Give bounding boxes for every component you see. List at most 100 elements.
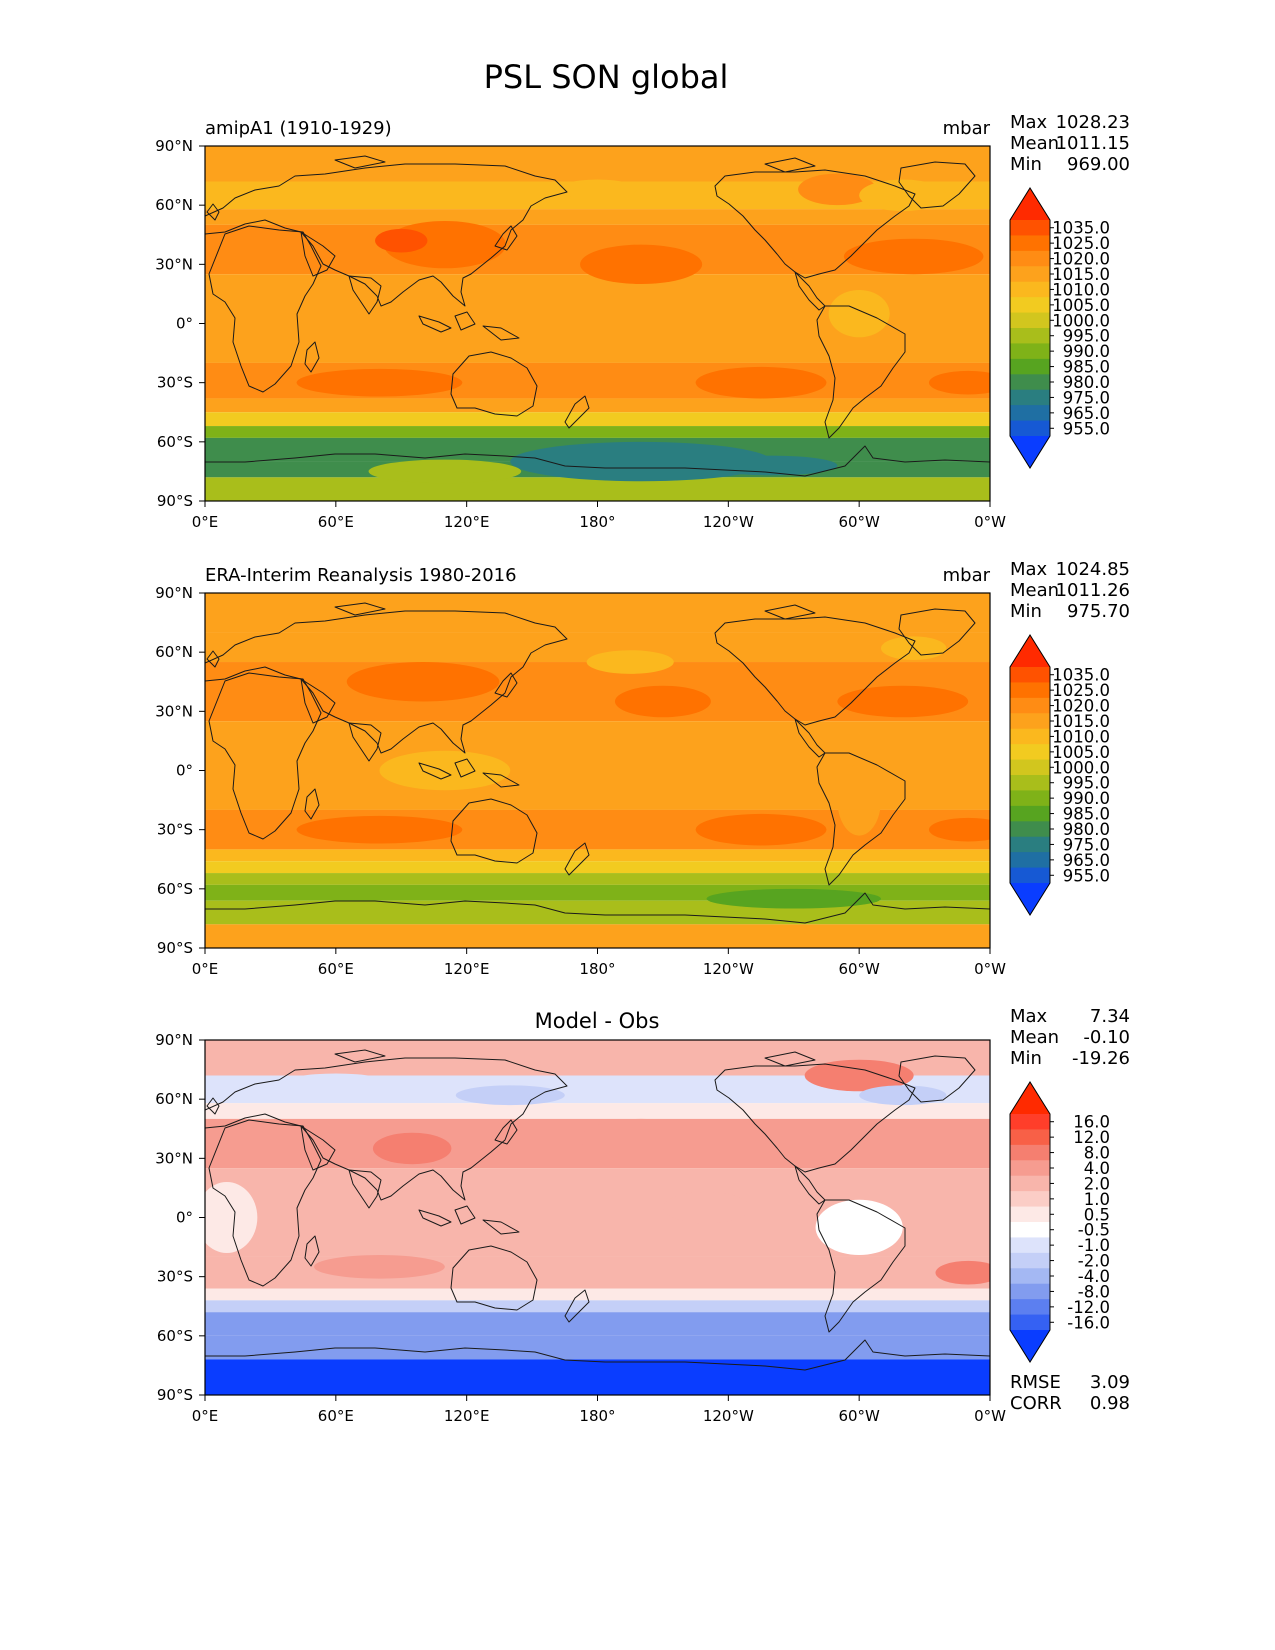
stat-label: Min bbox=[1010, 154, 1042, 175]
field-anomaly bbox=[843, 238, 984, 275]
x-axis: 0°E 60°E 120°E 180° 120°W 60°W 0°W bbox=[192, 1395, 1006, 1425]
colorbar-label: 985.0 bbox=[1063, 805, 1110, 824]
field-band bbox=[205, 146, 990, 182]
colorbar-label: 1000.0 bbox=[1052, 758, 1110, 777]
colorbar-swatch bbox=[1010, 744, 1050, 761]
y-tick-label: 90°N bbox=[155, 584, 193, 602]
colorbar-outline bbox=[1009, 1081, 1051, 1363]
colorbar-label: 1005.0 bbox=[1052, 743, 1110, 762]
field-anomaly bbox=[614, 685, 711, 718]
colorbar-label: 1015.0 bbox=[1052, 265, 1110, 284]
colorbar: 1035.01025.01020.01015.01010.01005.01000… bbox=[1009, 187, 1110, 469]
x-axis: 0°E 60°E 120°E 180° 120°W 60°W 0°W bbox=[192, 948, 1006, 978]
colorbar-label: 16.0 bbox=[1073, 1113, 1110, 1132]
colorbar: 16.012.08.04.02.01.00.5-0.5-1.0-2.0-4.0-… bbox=[1009, 1081, 1110, 1363]
y-tick-label: 30°S bbox=[157, 821, 193, 839]
stat-value: 1011.15 bbox=[1056, 133, 1130, 154]
colorbar-swatch bbox=[1010, 328, 1050, 344]
stat-value: 1024.85 bbox=[1056, 559, 1130, 580]
colorbar-label: 980.0 bbox=[1063, 820, 1110, 839]
x-tick-label: 120°W bbox=[703, 513, 754, 531]
field-band bbox=[205, 426, 990, 438]
field-band bbox=[205, 849, 990, 862]
colorbar-swatch bbox=[1010, 713, 1050, 730]
colorbar-swatch bbox=[1010, 389, 1050, 406]
colorbar-swatch bbox=[1010, 1268, 1050, 1285]
x-tick-label: 120°W bbox=[703, 1407, 754, 1425]
colorbar-label: 2.0 bbox=[1084, 1174, 1110, 1193]
y-tick-label: 90°N bbox=[155, 137, 193, 155]
panel-amip: 0°E 60°E 120°E 180° 120°W 60°W 0°W 90°N 60°N 30°… bbox=[155, 112, 1130, 531]
x-tick-label: 0°E bbox=[192, 513, 219, 531]
footer-stat-label: RMSE bbox=[1010, 1372, 1061, 1393]
colorbar-outline bbox=[1009, 187, 1051, 469]
field-anomaly bbox=[695, 813, 827, 846]
colorbar-label: 975.0 bbox=[1063, 388, 1110, 407]
field-band bbox=[205, 593, 990, 633]
colorbar-label: 1010.0 bbox=[1052, 727, 1110, 746]
colorbar-label: 985.0 bbox=[1063, 358, 1110, 377]
footer-stat-value: 3.09 bbox=[1090, 1372, 1130, 1393]
colorbar-swatch bbox=[1010, 220, 1050, 236]
y-tick-label: 30°N bbox=[155, 255, 193, 273]
y-tick-label: 90°S bbox=[157, 492, 193, 510]
field-band bbox=[205, 861, 990, 874]
x-tick-label: 120°E bbox=[444, 960, 490, 978]
colorbar-swatch bbox=[1010, 250, 1050, 267]
stat-label: Max bbox=[1010, 559, 1048, 580]
colorbar-label: 995.0 bbox=[1063, 327, 1110, 346]
colorbar-label: -4.0 bbox=[1078, 1267, 1110, 1286]
colorbar-label: -2.0 bbox=[1078, 1252, 1110, 1271]
field-anomaly bbox=[580, 244, 703, 285]
field-anomaly bbox=[695, 366, 827, 399]
colorbar-label: 965.0 bbox=[1063, 404, 1110, 423]
y-tick-label: 60°N bbox=[155, 196, 193, 214]
colorbar-extend-min bbox=[1010, 1330, 1050, 1362]
x-tick-label: 60°W bbox=[838, 513, 880, 531]
colorbar-swatch bbox=[1010, 420, 1050, 437]
colorbar-label: 0.5 bbox=[1084, 1205, 1110, 1224]
footer-stat-value: 0.98 bbox=[1090, 1393, 1130, 1414]
colorbar-label: 12.0 bbox=[1073, 1128, 1110, 1147]
colorbar-swatch bbox=[1010, 1252, 1050, 1269]
field-band bbox=[205, 1300, 990, 1313]
y-tick-label: 0° bbox=[176, 1209, 193, 1227]
colorbar-label: -0.5 bbox=[1078, 1221, 1110, 1240]
colorbar-swatch bbox=[1010, 836, 1050, 853]
y-tick-label: 60°N bbox=[155, 1090, 193, 1108]
colorbar-label: 995.0 bbox=[1063, 774, 1110, 793]
colorbar-label: 1035.0 bbox=[1052, 219, 1110, 238]
y-tick-label: 30°S bbox=[157, 374, 193, 392]
x-tick-label: 60°W bbox=[838, 1407, 880, 1425]
x-tick-label: 180° bbox=[579, 960, 615, 978]
x-tick-label: 120°E bbox=[444, 1407, 490, 1425]
y-tick-label: 90°S bbox=[157, 939, 193, 957]
stat-label: Max bbox=[1010, 1006, 1048, 1027]
colorbar-swatch bbox=[1010, 667, 1050, 683]
colorbar-swatch bbox=[1010, 343, 1050, 360]
y-axis: 90°N 60°N 30°N 0° 30°S 60°S 90°S bbox=[155, 1031, 205, 1404]
colorbar-swatch bbox=[1010, 312, 1050, 329]
field-anomaly bbox=[928, 370, 990, 395]
colorbar-label: 4.0 bbox=[1084, 1159, 1110, 1178]
colorbar-swatch bbox=[1010, 805, 1050, 822]
field-band bbox=[205, 1359, 990, 1395]
x-tick-label: 120°E bbox=[444, 513, 490, 531]
colorbar-label: 990.0 bbox=[1063, 342, 1110, 361]
field-band bbox=[205, 209, 990, 225]
colorbar-extend-min bbox=[1010, 436, 1050, 468]
x-tick-label: 0°W bbox=[974, 1407, 1006, 1425]
field-band bbox=[205, 924, 990, 948]
colorbar-label: 955.0 bbox=[1063, 866, 1110, 885]
x-axis: 0°E 60°E 120°E 180° 120°W 60°W 0°W bbox=[192, 501, 1006, 531]
field-anomaly bbox=[804, 1059, 914, 1092]
colorbar-swatch bbox=[1010, 281, 1050, 298]
field-anomaly bbox=[815, 1199, 903, 1255]
y-tick-label: 60°S bbox=[157, 433, 193, 451]
field-anomaly bbox=[372, 1132, 452, 1165]
field-anomaly bbox=[455, 1085, 565, 1106]
field-band bbox=[205, 398, 990, 413]
field-band bbox=[205, 1103, 990, 1119]
